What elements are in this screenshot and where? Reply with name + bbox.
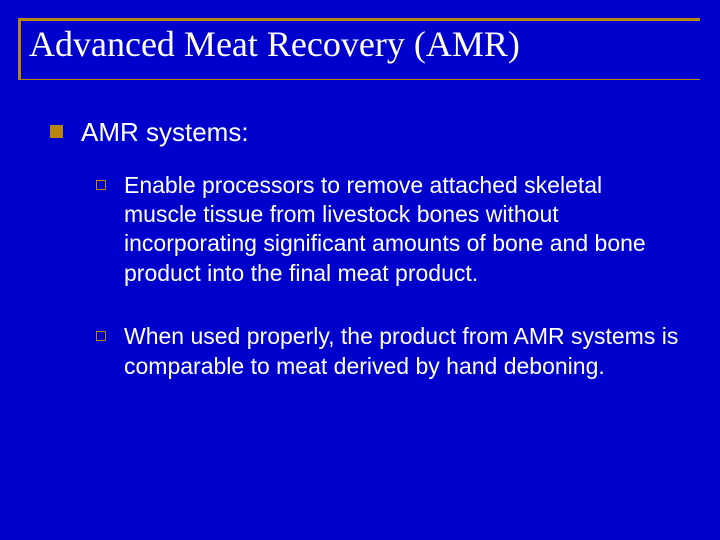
slide: Advanced Meat Recovery (AMR) AMR systems… bbox=[0, 0, 720, 540]
bullet-level2-item: When used properly, the product from AMR… bbox=[96, 322, 680, 381]
title-rule: Advanced Meat Recovery (AMR) bbox=[18, 18, 700, 80]
slide-content: AMR systems: Enable processors to remove… bbox=[0, 80, 720, 381]
bullet-level1-item: AMR systems: bbox=[50, 116, 680, 149]
bullet-level1-text: AMR systems: bbox=[81, 116, 249, 149]
bullet-level2-item: Enable processors to remove attached ske… bbox=[96, 171, 680, 289]
bullet-level2-text: When used properly, the product from AMR… bbox=[124, 322, 680, 381]
title-area: Advanced Meat Recovery (AMR) bbox=[0, 0, 720, 80]
square-hollow-bullet-icon bbox=[96, 331, 106, 341]
bullet-level2-text: Enable processors to remove attached ske… bbox=[124, 171, 680, 289]
slide-title: Advanced Meat Recovery (AMR) bbox=[29, 23, 700, 65]
square-filled-bullet-icon bbox=[50, 125, 63, 138]
square-hollow-bullet-icon bbox=[96, 180, 106, 190]
